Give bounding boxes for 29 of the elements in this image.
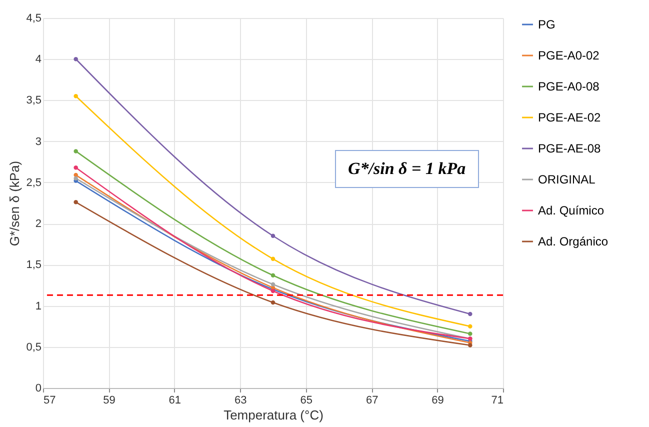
x-axis-title: Temperatura (°C) xyxy=(224,408,324,422)
y-tick-label: 3 xyxy=(35,136,42,148)
x-tick-label: 71 xyxy=(491,394,504,406)
y-tick-label: 2 xyxy=(35,218,42,230)
legend-label: PGE-A0-08 xyxy=(538,80,600,94)
legend-label: PG xyxy=(538,18,556,32)
legend-label: PGE-A0-02 xyxy=(538,48,600,62)
y-tick-label: 1,5 xyxy=(26,259,42,272)
x-tick-label: 63 xyxy=(234,394,247,406)
legend-label: Ad. Orgánico xyxy=(538,234,608,248)
legend-label: ORIGINAL xyxy=(538,172,596,186)
legend-label: PGE-AE-02 xyxy=(538,110,602,124)
y-axis-title: G*/sen δ (kPa) xyxy=(7,160,22,246)
x-tick-label: 69 xyxy=(432,394,444,406)
y-tick-label: 0 xyxy=(35,382,42,394)
y-tick-label: 2,5 xyxy=(26,176,42,189)
y-tick-label: 4 xyxy=(35,54,42,66)
y-tick-label: 0,5 xyxy=(26,341,42,354)
annotation: G*/sin δ = 1 kPa xyxy=(335,150,479,188)
y-tick-label: 1 xyxy=(35,300,42,312)
legend-label: PGE-AE-08 xyxy=(538,142,602,156)
x-tick-label: 67 xyxy=(366,394,378,406)
y-tick-label: 4,5 xyxy=(26,12,42,24)
y-tick-label: 3,5 xyxy=(26,94,42,107)
x-tick-label: 57 xyxy=(44,394,56,406)
x-tick-label: 59 xyxy=(103,394,116,406)
x-tick-label: 65 xyxy=(300,394,312,406)
x-tick-label: 61 xyxy=(168,394,182,406)
legend-label: Ad. Químico xyxy=(538,204,604,218)
